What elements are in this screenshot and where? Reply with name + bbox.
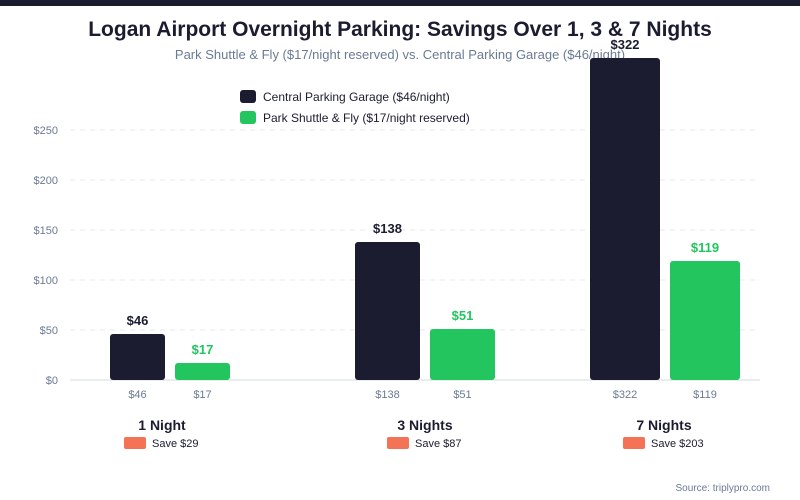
legend-swatch-park-shuttle-fly [240, 111, 256, 124]
chart-subtitle: Park Shuttle & Fly ($17/night reserved) … [174, 47, 626, 62]
y-tick-label: $250 [34, 125, 58, 137]
savings-swatch [623, 437, 645, 449]
category-label: 7 Nights [636, 417, 691, 433]
legend-label-central-garage: Central Parking Garage ($46/night) [263, 89, 450, 104]
chart-title: Logan Airport Overnight Parking: Savings… [88, 18, 712, 41]
legend: Central Parking Garage ($46/night) Park … [240, 86, 470, 128]
category-label: 1 Night [138, 417, 186, 433]
bar-central-garage [590, 58, 660, 380]
source-note: Source: triplypro.com [675, 483, 770, 494]
y-tick-label: $0 [46, 375, 58, 387]
y-axis: $0 $50 $100 $150 $200 $250 [34, 125, 58, 387]
legend-item-park-shuttle-fly: Park Shuttle & Fly ($17/night reserved) [240, 107, 470, 128]
top-accent-bar [0, 0, 800, 6]
y-tick-label: $100 [34, 275, 58, 287]
y-tick-label: $150 [34, 225, 58, 237]
bar-value-label: $322 [611, 37, 640, 52]
bar-value-label: $51 [452, 308, 474, 323]
bar-axis-value-label: $138 [375, 389, 399, 401]
bar-axis-value-label: $119 [693, 389, 717, 401]
savings-label: Save $203 [651, 438, 704, 450]
savings-label: Save $29 [152, 438, 198, 450]
y-tick-label: $50 [40, 325, 58, 337]
savings-label: Save $87 [415, 438, 461, 450]
savings-swatch [387, 437, 409, 449]
bar-axis-value-label: $46 [128, 389, 146, 401]
bar-value-label: $119 [691, 240, 719, 255]
legend-swatch-central-garage [240, 90, 256, 103]
bar-value-label: $17 [192, 342, 214, 357]
bar-value-label: $138 [373, 221, 402, 236]
bar-value-label: $46 [127, 313, 149, 328]
bars [110, 58, 740, 380]
legend-item-central-garage: Central Parking Garage ($46/night) [240, 86, 470, 107]
bar-park-shuttle-fly [430, 329, 495, 380]
y-tick-label: $200 [34, 175, 58, 187]
bar-park-shuttle-fly [670, 261, 740, 380]
bar-axis-value-label: $322 [613, 389, 637, 401]
bar-central-garage [110, 334, 165, 380]
category-label: 3 Nights [397, 417, 452, 433]
savings-swatch [124, 437, 146, 449]
bar-park-shuttle-fly [175, 363, 230, 380]
bar-axis-value-label: $51 [453, 389, 471, 401]
labels: $46 $46 $17 $17 1 Night Save $29 $138 $138 $51 $5… [124, 37, 719, 450]
legend-label-park-shuttle-fly: Park Shuttle & Fly ($17/night reserved) [263, 110, 470, 125]
bar-axis-value-label: $17 [193, 389, 211, 401]
bar-central-garage [355, 242, 420, 380]
